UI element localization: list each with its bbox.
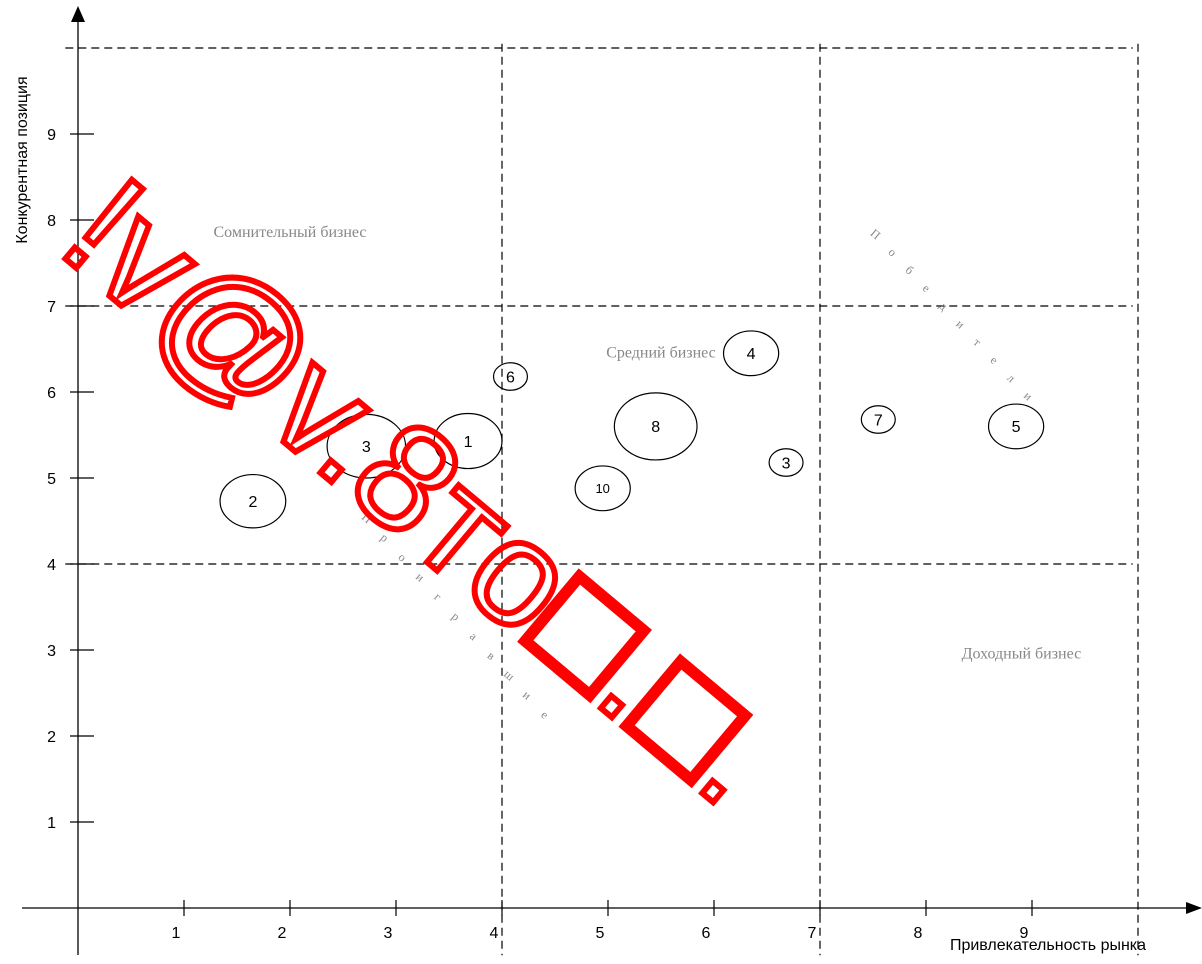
y-tick-label: 6 <box>47 385 56 402</box>
x-ticks: 1 2 3 4 5 6 7 8 9 <box>172 900 1033 942</box>
bubble-label: 6 <box>506 369 515 386</box>
diagonal-label-char: и <box>953 317 967 332</box>
bubble-label: 2 <box>248 494 257 511</box>
x-tick-label: 5 <box>596 925 605 942</box>
bubble-label: 4 <box>747 346 756 363</box>
watermark-text: !v@v.8то□.□. <box>34 146 811 836</box>
bubble: 5 <box>987 403 1045 450</box>
bubble-circle <box>574 465 631 512</box>
diagonal-label-char: е <box>538 708 551 722</box>
diagonal-label-char: д <box>937 299 951 314</box>
bubble-circle <box>987 403 1045 450</box>
bubble-label: 5 <box>1012 419 1021 436</box>
bubble: 2 <box>219 473 287 529</box>
bubble: 6 <box>492 362 529 391</box>
bubble-circle <box>219 473 287 529</box>
x-tick-label: 7 <box>808 925 817 942</box>
bubble-label: 3 <box>782 455 791 472</box>
diagonal-label-char: т <box>971 335 985 350</box>
watermark-overlay: !v@v.8то□.□. <box>31 143 814 839</box>
y-tick-label: 1 <box>47 815 56 832</box>
diagonal-label-char: е <box>988 353 1001 367</box>
x-axis-title: Привлекательность рынка <box>950 937 1146 954</box>
bubble-circle <box>613 392 698 461</box>
axes <box>22 6 1202 955</box>
bubble: 3 <box>326 413 407 479</box>
diagonal-label-char: е <box>920 281 933 295</box>
region-label: Средний бизнес <box>606 345 716 362</box>
x-tick-label: 8 <box>914 925 923 942</box>
bubble-label: 7 <box>874 412 883 429</box>
y-axis-title: Конкурентная позиция <box>14 76 31 243</box>
diagonal-label-char: и <box>1021 388 1035 403</box>
x-tick-label: 9 <box>1020 925 1029 942</box>
y-tick-label: 5 <box>47 471 56 488</box>
region-label: Сомнительный бизнес <box>213 224 366 241</box>
bubble-circle <box>722 330 780 377</box>
bubbles: 1 2 3 4 5 6 7 8 3 10 <box>219 330 1045 529</box>
y-tick-label: 8 <box>47 213 56 230</box>
x-axis-arrow <box>1186 902 1202 914</box>
region-label: Доходный бизнес <box>962 646 1082 663</box>
y-tick-label: 4 <box>47 557 56 574</box>
y-axis-arrow <box>71 6 85 22</box>
bubble-circle <box>326 413 407 479</box>
bubble-label: 3 <box>362 439 371 456</box>
bubble-label: 8 <box>651 419 660 436</box>
bubble: 10 <box>574 465 631 512</box>
bubble-label: 10 <box>595 481 609 496</box>
bubble: 4 <box>722 330 780 377</box>
quadrant-grid <box>65 43 1139 956</box>
x-tick-label: 4 <box>490 925 499 942</box>
x-tick-label: 6 <box>702 925 711 942</box>
diagonal-label-char: л <box>1004 371 1018 386</box>
y-tick-label: 2 <box>47 729 56 746</box>
bubble: 8 <box>613 392 698 461</box>
x-tick-label: 1 <box>172 925 181 942</box>
bubble: 1 <box>433 412 503 470</box>
diagonal-label-char: б <box>903 263 917 278</box>
y-ticks: 1 2 3 4 5 6 7 8 9 <box>47 127 94 832</box>
x-tick-label: 3 <box>384 925 393 942</box>
bubble-circle <box>433 412 503 470</box>
region-labels: Сомнительный бизнес Средний бизнес Доходны… <box>213 224 1081 662</box>
x-tick-label: 2 <box>278 925 287 942</box>
bubble-label: 1 <box>464 434 473 451</box>
bubble: 3 <box>768 448 804 477</box>
diagonal-label-char: П <box>868 226 884 243</box>
bubble: 7 <box>860 405 896 434</box>
diagonal-label-char: о <box>886 245 900 260</box>
bubble-circle <box>768 448 804 477</box>
bubble-circle <box>492 362 529 391</box>
y-tick-label: 7 <box>47 299 56 316</box>
y-tick-label: 3 <box>47 643 56 660</box>
bubble-circle <box>860 405 896 434</box>
y-tick-label: 9 <box>47 127 56 144</box>
